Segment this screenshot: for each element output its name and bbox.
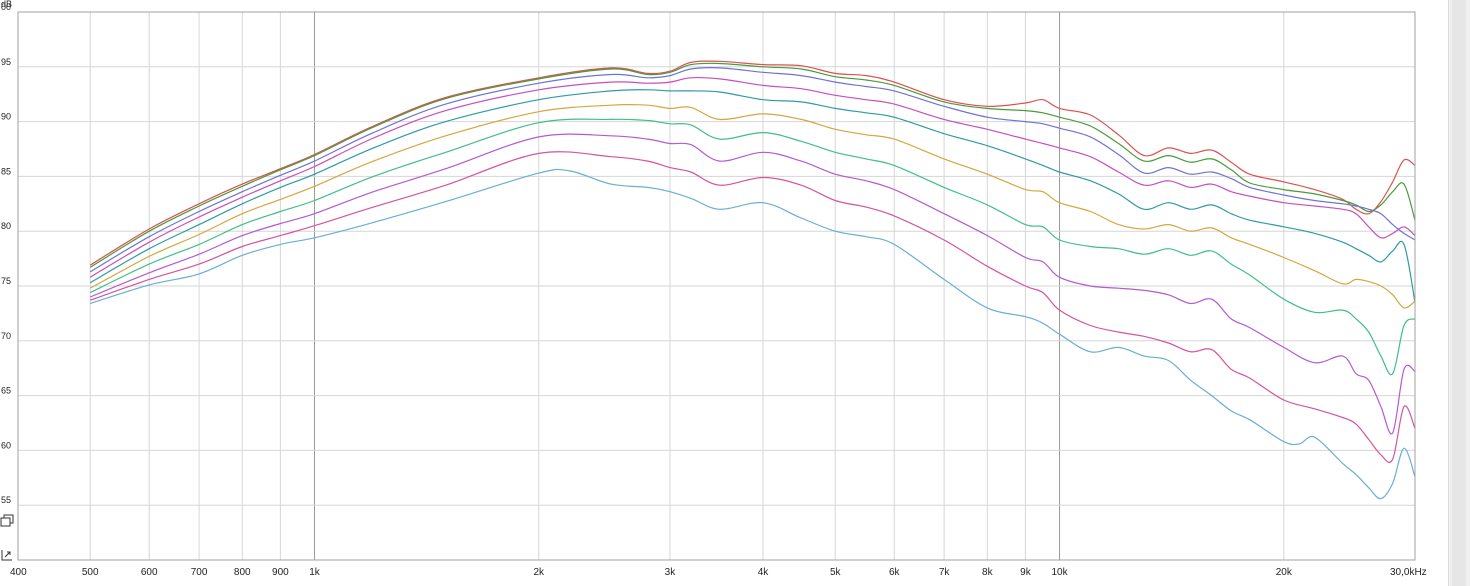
x-tick-label: 30,0kHz [1390, 567, 1427, 578]
x-tick-label: 8k [982, 567, 994, 578]
y-tick-label: 95 [1, 57, 11, 67]
chart-series [89, 60, 1416, 500]
x-tick-label: 6k [889, 567, 901, 578]
series-line-2 [89, 62, 1416, 268]
resize-corner-icon[interactable] [0, 548, 14, 562]
y-tick-label: 90 [1, 112, 11, 122]
series-line-10 [90, 168, 1416, 500]
vertical-scrollbar[interactable] [1448, 0, 1470, 586]
y-tick-label: 75 [1, 276, 11, 286]
x-tick-label: 20k [1276, 567, 1293, 578]
y-tick-label: 55 [1, 495, 11, 505]
x-tick-label: 5k [830, 567, 842, 578]
y-tick-label: 85 [1, 166, 11, 176]
y-axis-labels: 00 95 90 85 80 75 70 65 60 55 [1, 2, 11, 505]
x-tick-label: 1k [309, 567, 321, 578]
scrollbar-thumb[interactable] [1452, 0, 1466, 586]
x-tick-label: 700 [191, 567, 208, 578]
series-line-3 [89, 67, 1416, 273]
x-tick-label: 500 [82, 567, 99, 578]
x-tick-label: 400 [10, 567, 27, 578]
x-axis-labels: 400 500 600 700 800 900 1k 2k 3k 4k 5k 6k 7k 8k 9k 10k 2… [10, 567, 1427, 578]
window-stack-icon[interactable] [0, 514, 14, 528]
plot-frame [17, 11, 1416, 561]
x-tick-label: 2k [533, 567, 545, 578]
y-axis-unit-label: dB [1, 0, 12, 9]
x-tick-label: 9k [1020, 567, 1032, 578]
x-tick-label: 600 [141, 567, 158, 578]
series-line-7 [89, 118, 1416, 376]
x-tick-label: 4k [758, 567, 770, 578]
y-tick-label: 70 [1, 331, 11, 341]
x-tick-label: 3k [665, 567, 677, 578]
series-line-1 [89, 60, 1416, 266]
series-line-8 [89, 133, 1416, 435]
y-tick-label: 60 [1, 440, 11, 450]
series-line-4 [89, 76, 1416, 278]
y-tick-label: 00 [1, 2, 11, 12]
x-tick-label: 7k [939, 567, 951, 578]
x-tick-label: 900 [272, 567, 289, 578]
series-line-6 [89, 103, 1416, 309]
x-tick-label: 10k [1051, 567, 1068, 578]
y-tick-label: 80 [1, 221, 11, 231]
y-tick-label: 65 [1, 386, 11, 396]
x-tick-label: 800 [234, 567, 251, 578]
chart-grid [17, 11, 1416, 560]
series-line-9 [90, 151, 1416, 463]
series-line-5 [89, 89, 1416, 303]
